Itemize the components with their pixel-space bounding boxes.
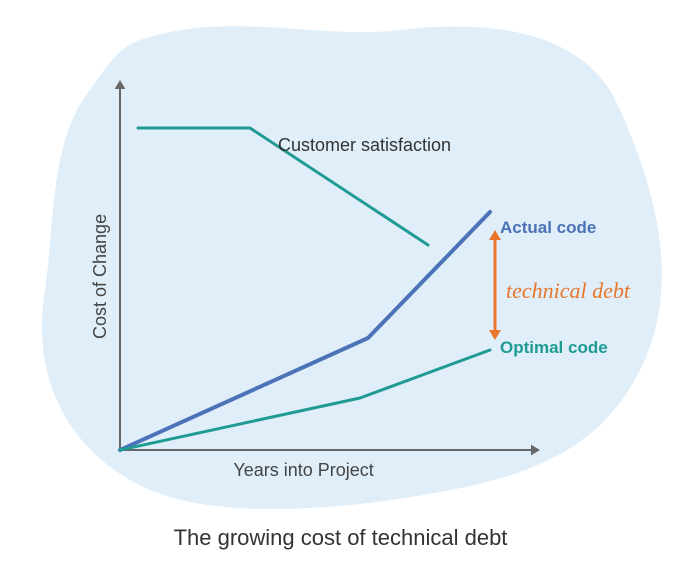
actual-code-line (120, 212, 490, 450)
technical-debt-label: technical debt (506, 278, 630, 304)
customer-satisfaction-label: Customer satisfaction (278, 135, 451, 156)
chart-caption: The growing cost of technical debt (0, 525, 681, 551)
y-axis-label: Cost of Change (90, 214, 111, 339)
chart-stage: Cost of Change Years into Project Custom… (0, 0, 681, 577)
x-axis-label: Years into Project (233, 460, 373, 481)
optimal-code-label: Optimal code (500, 338, 608, 358)
x-axis-arrowhead (531, 445, 540, 456)
actual-code-label: Actual code (500, 218, 596, 238)
y-axis-arrowhead (115, 80, 126, 89)
